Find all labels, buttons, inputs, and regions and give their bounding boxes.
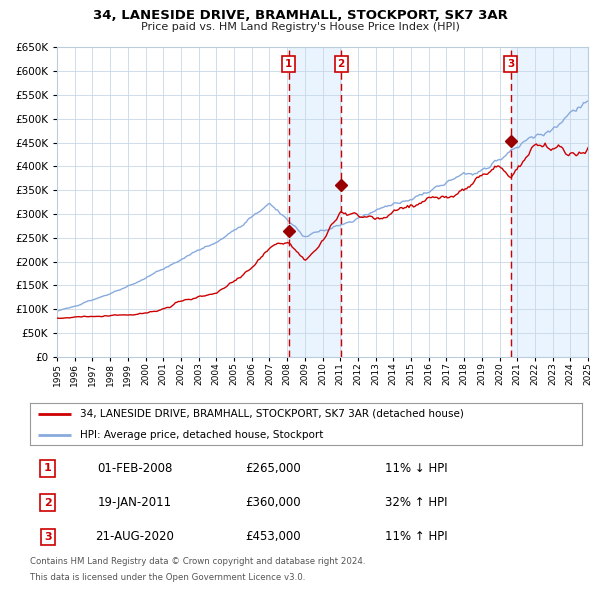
Text: 11% ↓ HPI: 11% ↓ HPI: [385, 462, 448, 475]
Bar: [511, 47, 588, 357]
Text: Price paid vs. HM Land Registry's House Price Index (HPI): Price paid vs. HM Land Registry's House …: [140, 22, 460, 32]
Text: 3: 3: [44, 532, 52, 542]
Text: 2: 2: [337, 59, 345, 69]
Text: 1: 1: [285, 59, 292, 69]
Text: 2: 2: [44, 498, 52, 507]
Text: 3: 3: [507, 59, 514, 69]
Text: 01-FEB-2008: 01-FEB-2008: [97, 462, 173, 475]
Text: This data is licensed under the Open Government Licence v3.0.: This data is licensed under the Open Gov…: [30, 573, 305, 582]
Text: HPI: Average price, detached house, Stockport: HPI: Average price, detached house, Stoc…: [80, 430, 323, 440]
Text: 11% ↑ HPI: 11% ↑ HPI: [385, 530, 448, 543]
Text: £265,000: £265,000: [245, 462, 301, 475]
Text: £453,000: £453,000: [245, 530, 301, 543]
Text: £360,000: £360,000: [245, 496, 301, 509]
Text: Contains HM Land Registry data © Crown copyright and database right 2024.: Contains HM Land Registry data © Crown c…: [30, 557, 365, 566]
Text: 34, LANESIDE DRIVE, BRAMHALL, STOCKPORT, SK7 3AR: 34, LANESIDE DRIVE, BRAMHALL, STOCKPORT,…: [92, 9, 508, 22]
Bar: [289, 47, 341, 357]
Text: 32% ↑ HPI: 32% ↑ HPI: [385, 496, 448, 509]
Text: 1: 1: [44, 464, 52, 473]
Text: 19-JAN-2011: 19-JAN-2011: [98, 496, 172, 509]
Text: 34, LANESIDE DRIVE, BRAMHALL, STOCKPORT, SK7 3AR (detached house): 34, LANESIDE DRIVE, BRAMHALL, STOCKPORT,…: [80, 409, 464, 418]
Text: 21-AUG-2020: 21-AUG-2020: [95, 530, 175, 543]
